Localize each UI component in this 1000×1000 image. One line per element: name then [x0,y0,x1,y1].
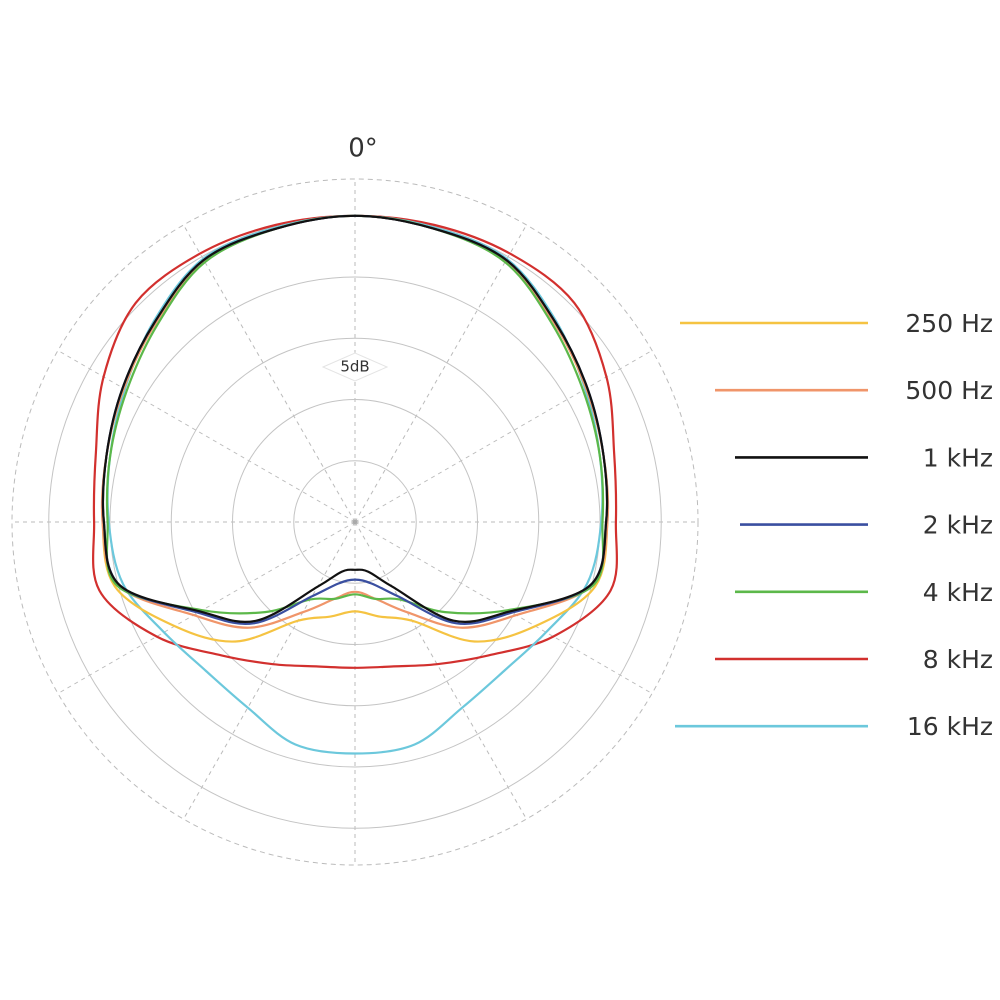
legend-label: 500 Hz [905,376,993,405]
legend-label: 16 kHz [907,712,993,741]
ring [293,460,417,584]
spoke [354,224,527,523]
spoke [354,521,527,820]
legend-label: 8 kHz [923,645,993,674]
legend-label: 250 Hz [905,309,993,338]
radial-label: 5dB [340,358,369,376]
series-curve [100,214,610,629]
series-curve [105,214,605,615]
spoke [183,521,356,820]
spoke [57,350,356,523]
spoke [354,521,653,694]
legend: 250 Hz 500 Hz 1 kHz 2 kHz 4 kHz 8 kHz 16 kHz [675,309,993,741]
ring [109,276,601,768]
spoke [354,350,653,523]
grid: 5dB 0° [11,134,699,866]
outer-ring [11,178,699,866]
legend-label: 2 kHz [923,511,993,540]
label-background [321,352,389,382]
spoke [183,224,356,523]
legend-label: 1 kHz [923,443,993,472]
series-curve [92,214,618,669]
series-curve [101,214,609,623]
angle-label: 0° [348,134,378,164]
center-dot [352,519,358,525]
curves [92,214,618,755]
ring [232,399,478,645]
spoke [57,521,356,694]
legend-label: 4 kHz [923,578,993,607]
series-curve [106,214,604,755]
ring [170,337,540,707]
